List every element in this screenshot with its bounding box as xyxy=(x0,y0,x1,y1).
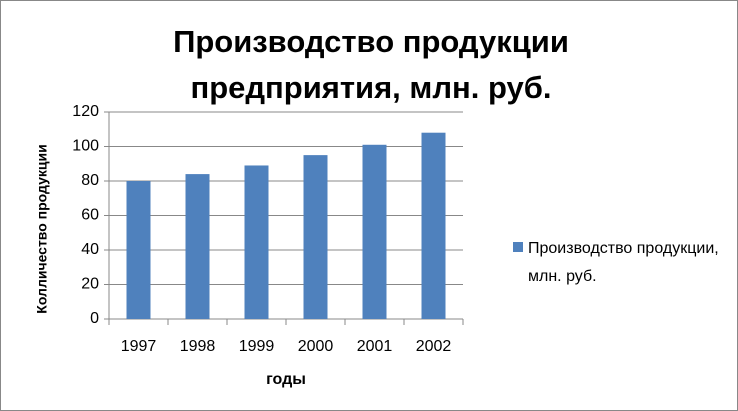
x-tick-label: 1999 xyxy=(239,338,275,355)
x-tick-label: 1998 xyxy=(180,338,216,355)
x-tick-label: 1997 xyxy=(121,338,157,355)
bar xyxy=(244,165,269,319)
y-tick-label: 20 xyxy=(81,276,99,293)
y-tick-label: 120 xyxy=(72,103,99,120)
x-tick-label: 2001 xyxy=(357,338,393,355)
x-tick-label: 2000 xyxy=(298,338,334,355)
y-tick-label: 80 xyxy=(81,172,99,189)
bar xyxy=(421,132,446,319)
chart-title: Производство продукции предприятия, млн.… xyxy=(173,24,569,105)
bar xyxy=(185,174,210,319)
bar xyxy=(303,155,328,319)
y-axis-label: Колличество продукции xyxy=(34,144,50,313)
y-tick-label: 40 xyxy=(81,241,99,258)
y-tick-label: 0 xyxy=(90,310,99,327)
x-tick-label: 2002 xyxy=(416,338,452,355)
y-tick-label: 60 xyxy=(81,207,99,224)
legend-label: Производство продукции, млн. руб. xyxy=(528,240,719,285)
bar xyxy=(362,144,387,319)
x-axis-label: годы xyxy=(266,371,306,388)
bar xyxy=(126,181,151,319)
legend-swatch xyxy=(513,242,523,252)
y-tick-label: 100 xyxy=(72,138,99,155)
